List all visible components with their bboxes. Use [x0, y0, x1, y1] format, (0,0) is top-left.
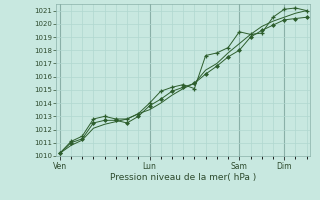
X-axis label: Pression niveau de la mer( hPa ): Pression niveau de la mer( hPa ) [110, 173, 256, 182]
